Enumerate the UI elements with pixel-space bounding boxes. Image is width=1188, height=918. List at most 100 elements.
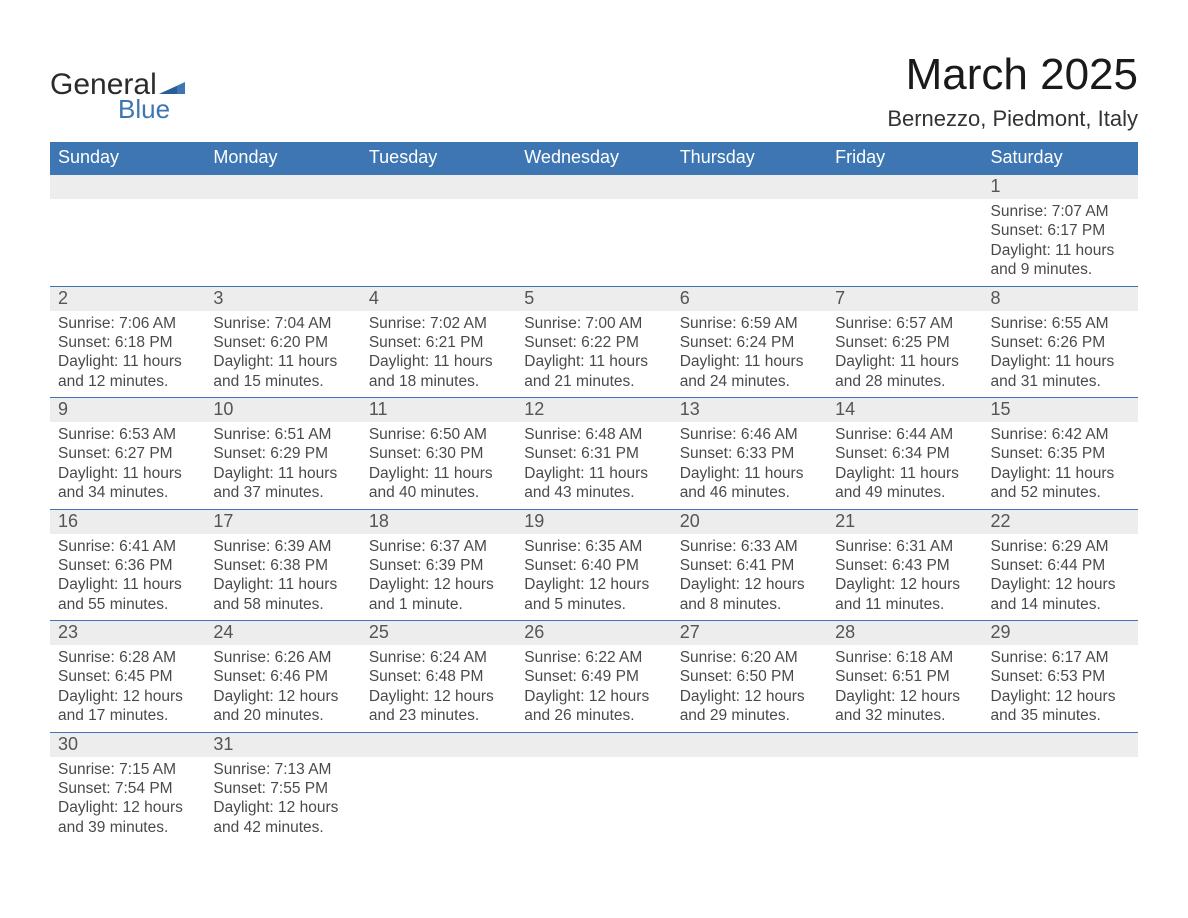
sunrise-text: Sunrise: 6:39 AM — [213, 537, 352, 556]
day-number-cell — [827, 732, 982, 757]
sunset-text: Sunset: 6:24 PM — [680, 333, 819, 352]
daynum-row: 2345678 — [50, 286, 1138, 311]
day-detail-cell: Sunrise: 6:17 AMSunset: 6:53 PMDaylight:… — [983, 645, 1138, 732]
day-detail-cell: Sunrise: 6:22 AMSunset: 6:49 PMDaylight:… — [516, 645, 671, 732]
detail-row: Sunrise: 6:41 AMSunset: 6:36 PMDaylight:… — [50, 534, 1138, 621]
sunrise-text: Sunrise: 6:33 AM — [680, 537, 819, 556]
weekday-header: Tuesday — [361, 142, 516, 175]
day-detail-cell: Sunrise: 6:35 AMSunset: 6:40 PMDaylight:… — [516, 534, 671, 621]
daylight-text: Daylight: 11 hours and 55 minutes. — [58, 575, 197, 614]
sunrise-text: Sunrise: 6:28 AM — [58, 648, 197, 667]
daylight-text: Daylight: 12 hours and 23 minutes. — [369, 687, 508, 726]
day-number-cell — [361, 175, 516, 200]
sunrise-text: Sunrise: 7:02 AM — [369, 314, 508, 333]
day-number-cell: 20 — [672, 509, 827, 534]
daylight-text: Daylight: 11 hours and 52 minutes. — [991, 464, 1130, 503]
sunrise-text: Sunrise: 7:00 AM — [524, 314, 663, 333]
daylight-text: Daylight: 12 hours and 26 minutes. — [524, 687, 663, 726]
month-title: March 2025 — [887, 50, 1138, 100]
day-detail-cell — [983, 757, 1138, 844]
day-number-cell: 10 — [205, 398, 360, 423]
day-number-cell — [516, 175, 671, 200]
day-number-cell: 23 — [50, 621, 205, 646]
sunrise-text: Sunrise: 6:53 AM — [58, 425, 197, 444]
sunrise-text: Sunrise: 6:22 AM — [524, 648, 663, 667]
weekday-header: Sunday — [50, 142, 205, 175]
sunrise-text: Sunrise: 6:42 AM — [991, 425, 1130, 444]
sunrise-text: Sunrise: 6:44 AM — [835, 425, 974, 444]
sunset-text: Sunset: 6:44 PM — [991, 556, 1130, 575]
day-detail-cell — [516, 199, 671, 286]
day-number-cell: 1 — [983, 175, 1138, 200]
day-detail-cell — [205, 199, 360, 286]
sunrise-text: Sunrise: 7:07 AM — [991, 202, 1130, 221]
day-number-cell: 16 — [50, 509, 205, 534]
sunset-text: Sunset: 6:22 PM — [524, 333, 663, 352]
sunset-text: Sunset: 6:48 PM — [369, 667, 508, 686]
day-number-cell: 7 — [827, 286, 982, 311]
day-detail-cell — [516, 757, 671, 844]
daylight-text: Daylight: 11 hours and 37 minutes. — [213, 464, 352, 503]
day-detail-cell: Sunrise: 6:59 AMSunset: 6:24 PMDaylight:… — [672, 311, 827, 398]
day-detail-cell: Sunrise: 6:42 AMSunset: 6:35 PMDaylight:… — [983, 422, 1138, 509]
sunrise-text: Sunrise: 6:24 AM — [369, 648, 508, 667]
sunset-text: Sunset: 6:17 PM — [991, 221, 1130, 240]
sunset-text: Sunset: 6:33 PM — [680, 444, 819, 463]
daylight-text: Daylight: 12 hours and 39 minutes. — [58, 798, 197, 837]
sunset-text: Sunset: 6:46 PM — [213, 667, 352, 686]
daynum-row: 23242526272829 — [50, 621, 1138, 646]
day-detail-cell: Sunrise: 6:28 AMSunset: 6:45 PMDaylight:… — [50, 645, 205, 732]
daylight-text: Daylight: 11 hours and 24 minutes. — [680, 352, 819, 391]
day-detail-cell: Sunrise: 6:26 AMSunset: 6:46 PMDaylight:… — [205, 645, 360, 732]
day-detail-cell — [827, 757, 982, 844]
daynum-row: 3031 — [50, 732, 1138, 757]
day-number-cell: 22 — [983, 509, 1138, 534]
day-number-cell: 15 — [983, 398, 1138, 423]
daylight-text: Daylight: 11 hours and 9 minutes. — [991, 241, 1130, 280]
sunset-text: Sunset: 6:26 PM — [991, 333, 1130, 352]
sunset-text: Sunset: 6:41 PM — [680, 556, 819, 575]
sunset-text: Sunset: 6:53 PM — [991, 667, 1130, 686]
sunrise-text: Sunrise: 6:29 AM — [991, 537, 1130, 556]
day-number-cell: 13 — [672, 398, 827, 423]
day-number-cell: 25 — [361, 621, 516, 646]
sunrise-text: Sunrise: 7:15 AM — [58, 760, 197, 779]
sunset-text: Sunset: 6:38 PM — [213, 556, 352, 575]
daylight-text: Daylight: 12 hours and 14 minutes. — [991, 575, 1130, 614]
sunset-text: Sunset: 6:43 PM — [835, 556, 974, 575]
day-detail-cell: Sunrise: 6:39 AMSunset: 6:38 PMDaylight:… — [205, 534, 360, 621]
daynum-row: 16171819202122 — [50, 509, 1138, 534]
sunset-text: Sunset: 6:35 PM — [991, 444, 1130, 463]
day-number-cell — [672, 732, 827, 757]
detail-row: Sunrise: 7:06 AMSunset: 6:18 PMDaylight:… — [50, 311, 1138, 398]
logo: General Blue — [50, 50, 185, 122]
sunrise-text: Sunrise: 6:20 AM — [680, 648, 819, 667]
day-detail-cell: Sunrise: 6:41 AMSunset: 6:36 PMDaylight:… — [50, 534, 205, 621]
day-number-cell: 3 — [205, 286, 360, 311]
sunrise-text: Sunrise: 6:26 AM — [213, 648, 352, 667]
day-detail-cell: Sunrise: 6:20 AMSunset: 6:50 PMDaylight:… — [672, 645, 827, 732]
sunset-text: Sunset: 6:34 PM — [835, 444, 974, 463]
daylight-text: Daylight: 11 hours and 49 minutes. — [835, 464, 974, 503]
sunrise-text: Sunrise: 6:41 AM — [58, 537, 197, 556]
sunrise-text: Sunrise: 7:13 AM — [213, 760, 352, 779]
daylight-text: Daylight: 11 hours and 31 minutes. — [991, 352, 1130, 391]
day-detail-cell — [361, 757, 516, 844]
detail-row: Sunrise: 6:28 AMSunset: 6:45 PMDaylight:… — [50, 645, 1138, 732]
daylight-text: Daylight: 11 hours and 40 minutes. — [369, 464, 508, 503]
day-number-cell: 21 — [827, 509, 982, 534]
day-number-cell — [672, 175, 827, 200]
day-detail-cell: Sunrise: 6:29 AMSunset: 6:44 PMDaylight:… — [983, 534, 1138, 621]
daylight-text: Daylight: 11 hours and 18 minutes. — [369, 352, 508, 391]
sunset-text: Sunset: 6:39 PM — [369, 556, 508, 575]
day-detail-cell: Sunrise: 7:00 AMSunset: 6:22 PMDaylight:… — [516, 311, 671, 398]
calendar-page: General Blue March 2025 Bernezzo, Piedmo… — [0, 0, 1188, 883]
day-detail-cell: Sunrise: 6:53 AMSunset: 6:27 PMDaylight:… — [50, 422, 205, 509]
day-detail-cell: Sunrise: 7:04 AMSunset: 6:20 PMDaylight:… — [205, 311, 360, 398]
daylight-text: Daylight: 11 hours and 12 minutes. — [58, 352, 197, 391]
daylight-text: Daylight: 12 hours and 11 minutes. — [835, 575, 974, 614]
day-detail-cell: Sunrise: 6:57 AMSunset: 6:25 PMDaylight:… — [827, 311, 982, 398]
calendar-head: Sunday Monday Tuesday Wednesday Thursday… — [50, 142, 1138, 175]
day-detail-cell: Sunrise: 6:31 AMSunset: 6:43 PMDaylight:… — [827, 534, 982, 621]
sunrise-text: Sunrise: 6:57 AM — [835, 314, 974, 333]
